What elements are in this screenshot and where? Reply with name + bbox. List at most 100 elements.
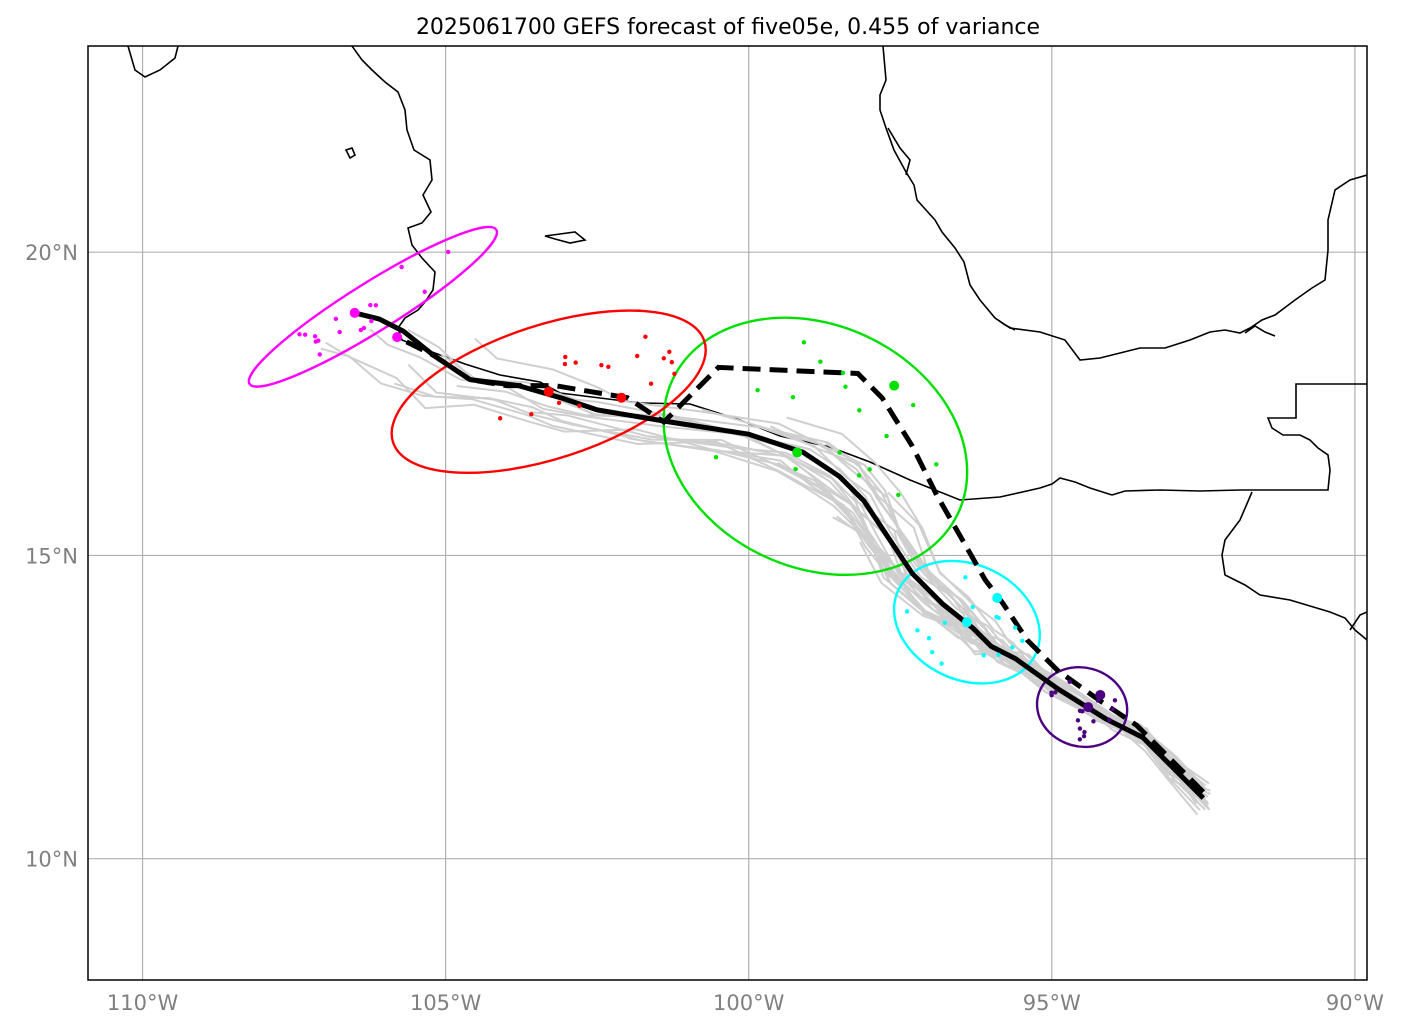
- member-position-dot: [297, 332, 302, 337]
- mean-position-dot: [543, 386, 554, 397]
- member-position-dot: [399, 264, 404, 270]
- member-position-dot: [1082, 729, 1087, 735]
- member-track: [760, 426, 1198, 805]
- member-position-dot: [1077, 737, 1083, 742]
- uncertainty-ellipse: [390, 309, 707, 475]
- member-position-dot: [837, 450, 842, 455]
- member-position-dot: [856, 473, 862, 478]
- mean-position-dot: [961, 617, 972, 628]
- member-position-dot: [963, 575, 968, 580]
- member-position-dot: [317, 352, 322, 357]
- coastline-yucatan: [1111, 383, 1367, 496]
- ensemble-tracks: [320, 328, 1211, 816]
- member-position-dot: [857, 408, 862, 413]
- forecast-positions: [297, 249, 1118, 742]
- uncertainty-ellipses: [247, 225, 1129, 749]
- member-position-dot: [333, 316, 339, 322]
- deterministic-position-dot: [392, 332, 403, 343]
- member-position-dot: [867, 467, 872, 472]
- member-track: [836, 515, 1200, 796]
- lat-tick-label: 10°N: [25, 848, 78, 872]
- member-position-dot: [563, 354, 568, 360]
- member-track: [325, 341, 1207, 790]
- mean-position-dot: [349, 307, 360, 318]
- lon-tick-label: 100°W: [713, 991, 785, 1015]
- uncertainty-ellipse: [1035, 666, 1129, 749]
- member-position-dot: [1081, 733, 1087, 739]
- member-position-dot: [755, 387, 760, 393]
- member-position-dot: [884, 433, 889, 439]
- member-position-dot: [361, 325, 367, 331]
- member-position-dot: [713, 454, 719, 460]
- member-position-dot: [648, 381, 654, 386]
- lon-tick-label: 95°W: [1023, 991, 1081, 1015]
- lon-tick-label: 105°W: [410, 991, 482, 1015]
- member-position-dot: [1049, 693, 1054, 698]
- member-position-dot: [934, 462, 939, 467]
- member-position-dot: [358, 327, 364, 333]
- island-baja-tip: [544, 231, 587, 244]
- coastlines: [127, 46, 1367, 641]
- member-position-dot: [930, 650, 935, 655]
- member-position-dot: [562, 361, 568, 367]
- deterministic-position-dot: [616, 392, 627, 403]
- member-position-dot: [996, 652, 1001, 658]
- uncertainty-ellipse: [662, 316, 969, 577]
- member-position-dot: [1075, 718, 1081, 723]
- deterministic-position-dot: [889, 380, 900, 391]
- member-position-dot: [970, 604, 975, 610]
- member-position-dot: [904, 609, 910, 614]
- member-position-dot: [1053, 690, 1058, 695]
- member-position-dot: [606, 364, 611, 369]
- member-track: [407, 363, 1202, 787]
- member-position-dot: [373, 303, 379, 308]
- axis-ticks: 110°W 105°W 100°W 95°W 90°W 10°N 15°N 20°N: [25, 241, 1384, 1015]
- coastline-gulf: [879, 46, 1367, 361]
- member-track: [560, 399, 1199, 803]
- member-position-dot: [312, 334, 318, 339]
- member-position-dot: [818, 359, 823, 364]
- member-position-dot: [445, 249, 451, 255]
- member-position-dot: [529, 412, 534, 417]
- member-position-dot: [556, 400, 562, 406]
- member-track: [320, 347, 1210, 785]
- mean-position-dot: [1083, 702, 1094, 713]
- member-position-dot: [942, 620, 948, 626]
- member-track: [407, 329, 1210, 806]
- member-position-dot: [840, 370, 846, 376]
- island-small: [344, 147, 357, 160]
- chart-title: 2025061700 GEFS forecast of five05e, 0.4…: [416, 15, 1040, 40]
- coastline-central-america: [1221, 491, 1367, 641]
- uncertainty-ellipse: [247, 225, 499, 388]
- member-position-dot: [1067, 679, 1072, 684]
- member-position-dot: [939, 661, 944, 666]
- deterministic-position-dot: [1095, 689, 1106, 700]
- member-position-dot: [573, 360, 578, 365]
- lon-tick-label: 110°W: [107, 991, 179, 1015]
- member-position-dot: [843, 384, 848, 389]
- coastline-islet-east: [1349, 611, 1367, 631]
- deterministic-position-dot: [992, 592, 1003, 603]
- member-track: [870, 544, 1200, 786]
- map-frame: [87, 45, 1368, 981]
- member-position-dot: [422, 289, 427, 294]
- member-position-dot: [599, 362, 604, 368]
- coastline-laguna: [997, 319, 1016, 331]
- lat-tick-label: 15°N: [25, 544, 78, 568]
- member-position-dot: [996, 615, 1001, 621]
- coastline-ne: [1244, 325, 1276, 337]
- coastline-mexico-pacific: [127, 46, 179, 78]
- member-position-dot: [643, 334, 648, 339]
- coastline-gulf-inlet: [887, 127, 911, 176]
- member-position-dot: [661, 356, 667, 361]
- member-track: [786, 416, 1199, 816]
- lon-tick-label: 90°W: [1326, 991, 1384, 1015]
- member-position-dot: [313, 339, 318, 344]
- member-position-dot: [1091, 719, 1096, 724]
- member-position-dot: [1112, 698, 1118, 703]
- deterministic-track: [395, 334, 1206, 794]
- mean-position-dot: [792, 447, 803, 458]
- member-position-dot: [634, 353, 640, 359]
- mean-tracks: [354, 310, 1206, 800]
